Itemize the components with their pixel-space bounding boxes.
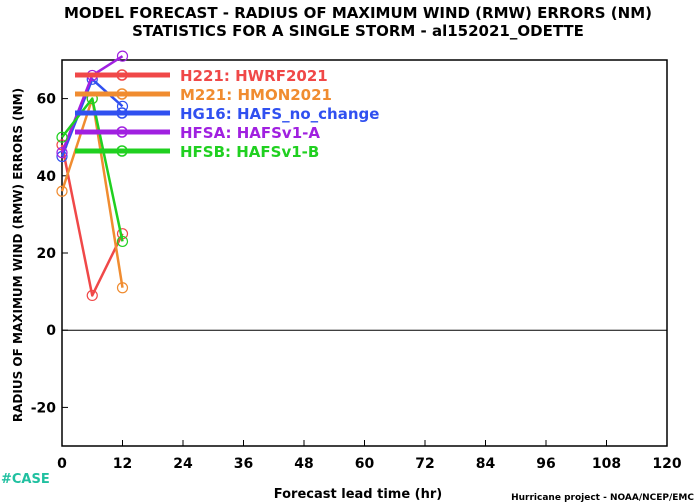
x-tick-label: 108 <box>592 456 621 472</box>
legend-marker <box>116 145 128 157</box>
x-axis-label: Forecast lead time (hr) <box>274 487 442 502</box>
chart-subtitle: STATISTICS FOR A SINGLE STORM - al152021… <box>132 22 584 40</box>
x-tick-label: 0 <box>57 456 67 472</box>
legend-label: HG16: HAFS_no_change <box>180 105 379 123</box>
series-line <box>60 78 124 157</box>
data-point <box>86 289 98 302</box>
y-tick-label: 60 <box>37 92 57 108</box>
x-tick-label: 36 <box>234 456 253 472</box>
x-tick-label: 12 <box>113 456 132 472</box>
x-tick-label: 48 <box>294 456 313 472</box>
data-point <box>116 235 129 248</box>
legend-marker <box>116 126 128 138</box>
x-tick-label: 120 <box>652 456 681 472</box>
x-tick-label: 96 <box>536 456 555 472</box>
y-tick-label: 40 <box>37 169 57 185</box>
y-tick-label: 20 <box>37 246 57 262</box>
chart-title: MODEL FORECAST - RADIUS OF MAXIMUM WIND … <box>64 4 652 22</box>
y-axis-label: RADIUS OF MAXIMUM WIND (RMW) ERRORS (NM) <box>11 88 25 422</box>
series-line <box>61 97 124 242</box>
legend-label: HFSA: HAFSv1-A <box>180 124 320 142</box>
y-tick-label: 0 <box>46 323 56 339</box>
legend-label: H221: HWRF2021 <box>180 67 328 85</box>
credit-label: Hurricane project - NOAA/NCEP/EMC <box>511 493 694 503</box>
x-tick-label: 24 <box>173 456 193 472</box>
y-tick-label: -20 <box>31 400 57 416</box>
series-line <box>60 144 124 297</box>
case-tag: #CASE <box>1 472 50 487</box>
legend-marker <box>116 107 128 119</box>
legend-label: HFSB: HAFSv1-B <box>180 143 319 161</box>
data-point <box>56 185 68 197</box>
legend-marker <box>116 88 128 100</box>
x-tick-label: 84 <box>476 456 496 472</box>
x-tick-label: 72 <box>415 456 434 472</box>
data-point <box>116 50 129 62</box>
data-point <box>116 282 129 294</box>
legend-marker <box>116 69 128 81</box>
x-tick-label: 60 <box>355 456 375 472</box>
legend-label: M221: HMON2021 <box>180 86 332 104</box>
data-point <box>56 147 68 159</box>
data-point <box>56 131 68 143</box>
